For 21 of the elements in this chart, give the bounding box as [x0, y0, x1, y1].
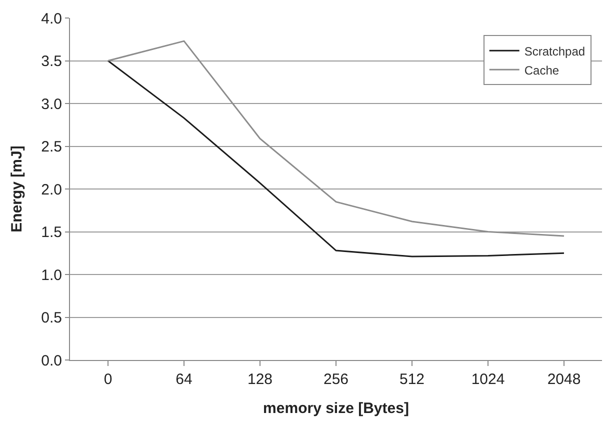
- legend-label: Scratchpad: [524, 44, 586, 58]
- x-tick-label: 256: [323, 371, 349, 388]
- y-tick-label: 0.5: [41, 310, 62, 326]
- y-tick-label: 3.5: [41, 53, 62, 70]
- x-tick-label: 0: [104, 371, 112, 388]
- y-tick-label: 1.0: [41, 266, 62, 284]
- y-tick-label: 2.0: [41, 181, 62, 198]
- x-axis-title: memory size [Bytes]: [263, 400, 409, 417]
- y-axis-title: Energy [mJ]: [8, 146, 26, 232]
- y-tick-label: 1.5: [41, 224, 62, 241]
- x-tick-label: 1024: [471, 371, 505, 388]
- x-tick-label: 128: [247, 371, 273, 388]
- y-tick-label: 3.0: [41, 96, 62, 113]
- y-tick-label: 2.5: [41, 138, 62, 156]
- x-tick-label: 64: [176, 371, 192, 388]
- y-tick-label: 4.0: [41, 10, 62, 28]
- legend-label: Cache: [524, 63, 560, 78]
- x-tick-label: 2048: [547, 371, 581, 388]
- line-series: [107, 60, 565, 258]
- y-tick-label: 0.0: [41, 352, 62, 370]
- x-tick-label: 512: [399, 371, 425, 388]
